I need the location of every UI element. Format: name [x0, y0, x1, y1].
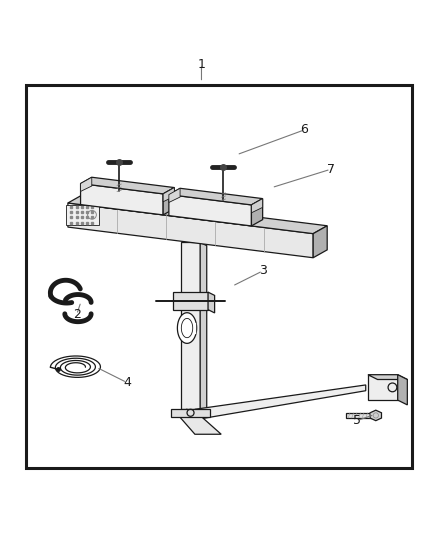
Polygon shape	[370, 410, 381, 421]
Polygon shape	[200, 243, 207, 412]
Polygon shape	[92, 200, 156, 213]
Text: 5: 5	[353, 414, 361, 427]
Polygon shape	[313, 226, 327, 258]
Polygon shape	[251, 199, 263, 226]
Polygon shape	[181, 243, 200, 409]
Polygon shape	[169, 195, 251, 226]
Polygon shape	[195, 385, 366, 420]
Polygon shape	[251, 199, 263, 213]
Polygon shape	[173, 292, 208, 310]
Text: 3: 3	[259, 264, 267, 277]
Polygon shape	[171, 211, 244, 224]
Polygon shape	[346, 413, 372, 418]
Text: 4: 4	[123, 376, 131, 389]
Polygon shape	[68, 203, 313, 258]
Polygon shape	[180, 417, 221, 434]
Polygon shape	[169, 188, 180, 203]
Bar	[26, 85, 412, 468]
Polygon shape	[81, 183, 163, 215]
Polygon shape	[169, 188, 263, 205]
Polygon shape	[163, 188, 174, 215]
Polygon shape	[81, 177, 92, 191]
Polygon shape	[171, 409, 210, 417]
Polygon shape	[208, 292, 215, 313]
Text: 7: 7	[327, 163, 335, 176]
Polygon shape	[177, 313, 197, 343]
Text: 6: 6	[300, 123, 308, 136]
Text: 2: 2	[73, 308, 81, 321]
Polygon shape	[68, 195, 327, 233]
Polygon shape	[398, 375, 407, 405]
Polygon shape	[181, 318, 193, 338]
Polygon shape	[81, 177, 174, 194]
Polygon shape	[163, 188, 174, 202]
Polygon shape	[186, 409, 201, 421]
Polygon shape	[368, 375, 407, 379]
Polygon shape	[368, 375, 398, 400]
Polygon shape	[66, 205, 99, 225]
Text: 1: 1	[198, 58, 205, 71]
